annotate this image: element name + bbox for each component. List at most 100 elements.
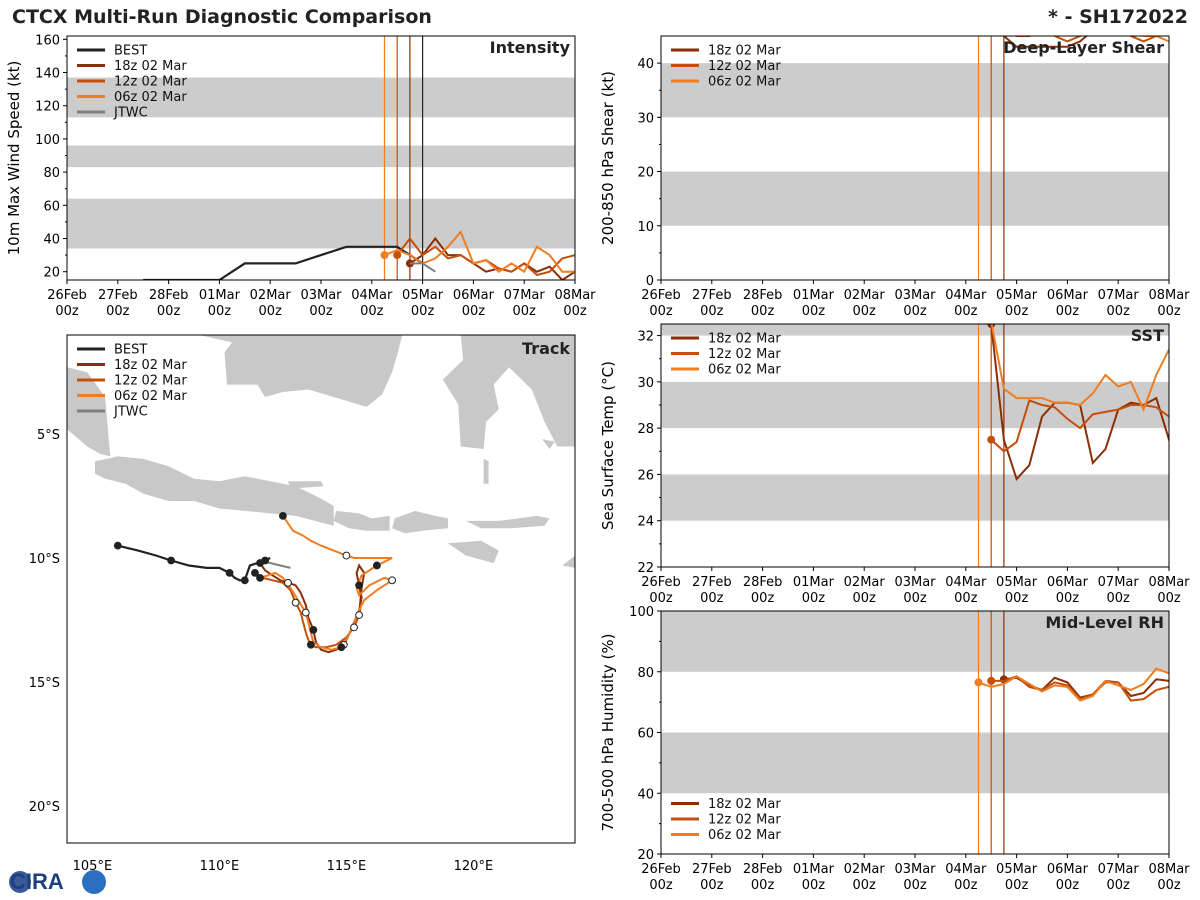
intensity-panel: 2040608010012014016026Feb00z27Feb00z28Fe…: [5, 33, 596, 319]
shear-xtick-date: 05Mar: [996, 288, 1038, 303]
shear-panel: 01020304026Feb00z27Feb00z28Feb00z01Mar00…: [599, 35, 1190, 319]
rh-xtick-hour: 00z: [649, 878, 673, 893]
shear-band: [661, 63, 1169, 118]
sst-xtick-date: 02Mar: [844, 575, 886, 590]
sst-xtick-date: 05Mar: [996, 575, 1038, 590]
landmass-sumbawa: [392, 510, 448, 534]
shear-legend-label-run18z: 18z 02 Mar: [708, 44, 781, 59]
landmass-small-island: [542, 439, 555, 449]
sst-xtick-hour: 00z: [1157, 591, 1181, 606]
rh-series-run06z: [978, 667, 1169, 702]
intensity-xtick-hour: 00z: [55, 304, 79, 319]
sst-xtick-date: 03Mar: [894, 575, 936, 590]
rh-legend-label-run18z: 18z 02 Mar: [708, 797, 781, 812]
intensity-xtick-date: 04Mar: [351, 288, 393, 303]
intensity-xtick-hour: 00z: [309, 304, 333, 319]
track-point-run06z: [388, 576, 397, 585]
intensity-xtick-hour: 00z: [259, 304, 283, 319]
intensity-xtick-date: 26Feb: [47, 288, 87, 303]
intensity-ytick-label: 120: [35, 100, 60, 115]
rh-xtick-date: 03Mar: [894, 862, 936, 877]
shear-xtick-hour: 00z: [700, 304, 724, 319]
rh-legend-label-run06z: 06z 02 Mar: [708, 828, 781, 843]
logo-emblem-icon: [82, 870, 106, 894]
shear-xtick-hour: 00z: [1056, 304, 1080, 319]
rh-xtick-hour: 00z: [1005, 878, 1029, 893]
rh-xtick-date: 07Mar: [1098, 862, 1140, 877]
sst-panel: 22242628303226Feb00z27Feb00z28Feb00z01Ma…: [599, 323, 1190, 606]
sst-xtick-date: 04Mar: [945, 575, 987, 590]
rh-band: [661, 611, 1169, 672]
rh-xtick-hour: 00z: [700, 878, 724, 893]
intensity-xtick-hour: 00z: [462, 304, 486, 319]
intensity-legend-label-jtwc: JTWC: [113, 106, 148, 121]
shear-xtick-hour: 00z: [1107, 304, 1131, 319]
sst-xtick-date: 27Feb: [692, 575, 732, 590]
rh-init-point-run06z: [974, 678, 983, 687]
shear-ytick-label: 40: [637, 57, 654, 72]
shear-xtick-date: 26Feb: [641, 288, 681, 303]
track-point-run06z: [301, 608, 310, 617]
rh-xtick-date: 27Feb: [692, 862, 732, 877]
track-point-best: [167, 556, 176, 565]
intensity-xtick-hour: 00z: [208, 304, 232, 319]
intensity-xtick-date: 05Mar: [402, 288, 444, 303]
rh-xtick-hour: 00z: [853, 878, 877, 893]
track-point-run12z: [350, 623, 358, 632]
shear-xtick-date: 04Mar: [945, 288, 987, 303]
intensity-xtick-hour: 00z: [563, 304, 587, 319]
track-lat-label: 10°S: [29, 552, 60, 567]
figure-title: CTCX Multi-Run Diagnostic Comparison: [12, 6, 432, 28]
rh-xtick-date: 06Mar: [1047, 862, 1089, 877]
shear-xtick-date: 02Mar: [844, 288, 886, 303]
sst-legend-label-run18z: 18z 02 Mar: [708, 332, 781, 347]
intensity-band: [67, 77, 575, 118]
intensity-xtick-date: 06Mar: [453, 288, 495, 303]
rh-xtick-date: 08Mar: [1148, 862, 1190, 877]
sst-series-run12z: [990, 399, 1169, 453]
track-legend-label-run18z: 18z 02 Mar: [114, 358, 187, 373]
intensity-legend-label-best: BEST: [114, 44, 147, 59]
sst-band: [661, 474, 1169, 521]
landmass-sulawesi-sw: [442, 335, 575, 449]
shear-xtick-hour: 00z: [853, 304, 877, 319]
intensity-ytick-label: 140: [35, 67, 60, 82]
sst-ytick-label: 28: [637, 422, 654, 437]
track-point-run06z: [279, 511, 287, 520]
shear-series-run06z: [1141, 36, 1169, 43]
intensity-xtick-date: 27Feb: [98, 288, 138, 303]
sst-xtick-date: 08Mar: [1148, 575, 1190, 590]
track-point-best: [225, 568, 234, 577]
shear-xtick-hour: 00z: [903, 304, 927, 319]
track-lat-label: 5°S: [37, 428, 60, 443]
rh-ytick-label: 60: [637, 727, 654, 742]
intensity-title: Intensity: [490, 38, 571, 57]
sst-xtick-hour: 00z: [903, 591, 927, 606]
track-point-run12z: [251, 568, 259, 577]
intensity-ytick-label: 40: [43, 233, 60, 248]
sst-xtick-hour: 00z: [1005, 591, 1029, 606]
intensity-band: [67, 145, 575, 168]
shear-xtick-hour: 00z: [1157, 304, 1181, 319]
rh-xtick-hour: 00z: [751, 878, 775, 893]
sst-xtick-hour: 00z: [649, 591, 673, 606]
intensity-xtick-hour: 00z: [360, 304, 384, 319]
sst-init-point-run12z: [987, 435, 996, 444]
track-point-best: [240, 576, 249, 585]
shear-xtick-hour: 00z: [751, 304, 775, 319]
sst-title: SST: [1131, 326, 1164, 345]
intensity-xtick-hour: 00z: [106, 304, 130, 319]
landmass-selayar: [483, 458, 489, 484]
track-point-run18z: [256, 559, 264, 567]
shear-xtick-date: 28Feb: [743, 288, 783, 303]
sst-xtick-date: 01Mar: [793, 575, 835, 590]
sst-xtick-hour: 00z: [751, 591, 775, 606]
rh-xtick-date: 28Feb: [743, 862, 783, 877]
track-point-run06z: [372, 561, 381, 570]
intensity-ytick-label: 20: [43, 266, 60, 281]
rh-title: Mid-Level RH: [1045, 613, 1164, 632]
track-point-run06z: [337, 643, 346, 652]
shear-ytick-label: 20: [637, 166, 654, 181]
sst-xtick-date: 28Feb: [743, 575, 783, 590]
shear-ytick-label: 30: [637, 111, 654, 126]
